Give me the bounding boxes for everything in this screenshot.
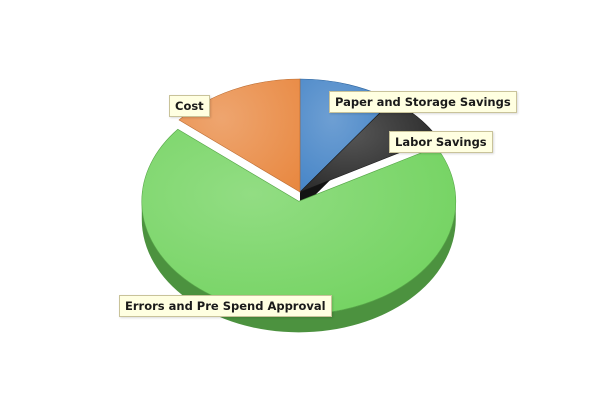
slice-label-labor-savings: Labor Savings — [389, 131, 493, 153]
slice-label-cost: Cost — [169, 95, 210, 117]
slice-label-paper-and-storage-savings: Paper and Storage Savings — [329, 91, 517, 113]
slice-label-errors-and-pre-spend-approval: Errors and Pre Spend Approval — [119, 295, 332, 317]
